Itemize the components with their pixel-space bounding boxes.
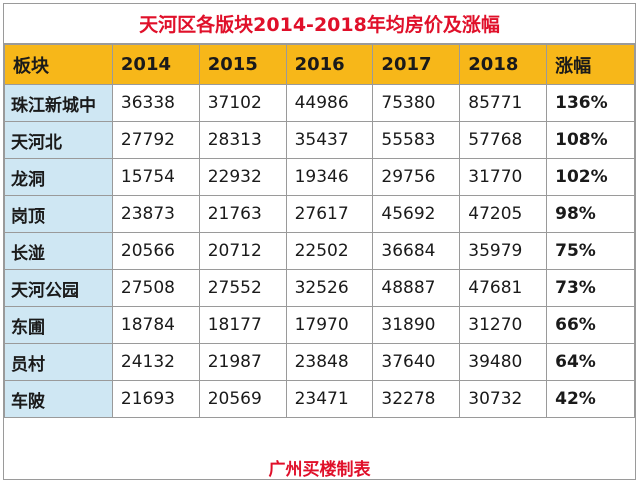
price-cell-2017: 55583 bbox=[372, 121, 461, 159]
price-cell-2016: 23471 bbox=[285, 380, 374, 418]
table-row: 员村 24132 21987 23848 37640 39480 64% bbox=[4, 343, 635, 381]
growth-cell: 73% bbox=[546, 269, 635, 307]
price-cell-2014: 21693 bbox=[111, 380, 200, 418]
price-cell-2017: 37640 bbox=[372, 343, 461, 381]
table-row: 珠江新城中 36338 37102 44986 75380 85771 136% bbox=[4, 84, 635, 122]
growth-cell: 42% bbox=[546, 380, 635, 418]
growth-cell: 75% bbox=[546, 232, 635, 270]
table-footer: 广州买楼制表 bbox=[268, 459, 371, 480]
price-cell-2017: 45692 bbox=[372, 195, 461, 233]
district-name-cell: 车陂 bbox=[4, 380, 113, 418]
price-cell-2016: 17970 bbox=[285, 306, 374, 344]
header-cell-2015: 2015 bbox=[198, 44, 287, 85]
price-cell-2018: 35979 bbox=[459, 232, 548, 270]
price-cell-2014: 27792 bbox=[111, 121, 200, 159]
price-cell-2015: 27552 bbox=[198, 269, 287, 307]
table-row: 长湴 20566 20712 22502 36684 35979 75% bbox=[4, 232, 635, 270]
price-cell-2016: 23848 bbox=[285, 343, 374, 381]
table-row: 东圃 18784 18177 17970 31890 31270 66% bbox=[4, 306, 635, 344]
price-cell-2018: 31770 bbox=[459, 158, 548, 196]
district-name-cell: 珠江新城中 bbox=[4, 84, 113, 122]
price-cell-2015: 18177 bbox=[198, 306, 287, 344]
table-row: 车陂 21693 20569 23471 32278 30732 42% bbox=[4, 380, 635, 418]
price-cell-2014: 15754 bbox=[111, 158, 200, 196]
price-cell-2016: 32526 bbox=[285, 269, 374, 307]
price-cell-2015: 21763 bbox=[198, 195, 287, 233]
table-frame: 天河区各版块2014-2018年均房价及涨幅 板块 2014 2015 2016… bbox=[3, 3, 636, 480]
price-cell-2014: 23873 bbox=[111, 195, 200, 233]
price-cell-2014: 20566 bbox=[111, 232, 200, 270]
price-cell-2014: 27508 bbox=[111, 269, 200, 307]
growth-cell: 136% bbox=[546, 84, 635, 122]
growth-cell: 64% bbox=[546, 343, 635, 381]
price-cell-2015: 21987 bbox=[198, 343, 287, 381]
price-table: 板块 2014 2015 2016 2017 2018 涨幅 珠江新城中 3633… bbox=[4, 44, 635, 418]
price-cell-2016: 44986 bbox=[285, 84, 374, 122]
price-cell-2018: 47681 bbox=[459, 269, 548, 307]
price-cell-2017: 32278 bbox=[372, 380, 461, 418]
district-name-cell: 天河公园 bbox=[4, 269, 113, 307]
price-cell-2014: 36338 bbox=[111, 84, 200, 122]
price-cell-2014: 24132 bbox=[111, 343, 200, 381]
header-cell-2014: 2014 bbox=[111, 44, 200, 85]
price-cell-2017: 75380 bbox=[372, 84, 461, 122]
price-cell-2016: 35437 bbox=[285, 121, 374, 159]
header-cell-2017: 2017 bbox=[372, 44, 461, 85]
price-cell-2016: 27617 bbox=[285, 195, 374, 233]
header-cell-district: 板块 bbox=[4, 44, 113, 85]
price-cell-2015: 28313 bbox=[198, 121, 287, 159]
table-row: 天河北 27792 28313 35437 55583 57768 108% bbox=[4, 121, 635, 159]
table-title: 天河区各版块2014-2018年均房价及涨幅 bbox=[4, 4, 635, 44]
price-cell-2018: 47205 bbox=[459, 195, 548, 233]
district-name-cell: 天河北 bbox=[4, 121, 113, 159]
price-cell-2018: 57768 bbox=[459, 121, 548, 159]
price-cell-2017: 36684 bbox=[372, 232, 461, 270]
district-name-cell: 长湴 bbox=[4, 232, 113, 270]
price-cell-2018: 30732 bbox=[459, 380, 548, 418]
price-cell-2017: 29756 bbox=[372, 158, 461, 196]
district-name-cell: 龙洞 bbox=[4, 158, 113, 196]
price-cell-2018: 31270 bbox=[459, 306, 548, 344]
price-cell-2018: 39480 bbox=[459, 343, 548, 381]
price-cell-2016: 19346 bbox=[285, 158, 374, 196]
price-cell-2016: 22502 bbox=[285, 232, 374, 270]
table-row: 龙洞 15754 22932 19346 29756 31770 102% bbox=[4, 158, 635, 196]
header-cell-growth: 涨幅 bbox=[546, 44, 635, 85]
district-name-cell: 岗顶 bbox=[4, 195, 113, 233]
district-name-cell: 员村 bbox=[4, 343, 113, 381]
table-row: 天河公园 27508 27552 32526 48887 47681 73% bbox=[4, 269, 635, 307]
header-cell-2018: 2018 bbox=[459, 44, 548, 85]
price-cell-2015: 37102 bbox=[198, 84, 287, 122]
table-row: 岗顶 23873 21763 27617 45692 47205 98% bbox=[4, 195, 635, 233]
price-cell-2018: 85771 bbox=[459, 84, 548, 122]
header-cell-2016: 2016 bbox=[285, 44, 374, 85]
growth-cell: 102% bbox=[546, 158, 635, 196]
price-cell-2017: 31890 bbox=[372, 306, 461, 344]
growth-cell: 66% bbox=[546, 306, 635, 344]
growth-cell: 108% bbox=[546, 121, 635, 159]
growth-cell: 98% bbox=[546, 195, 635, 233]
price-cell-2014: 18784 bbox=[111, 306, 200, 344]
price-cell-2015: 22932 bbox=[198, 158, 287, 196]
header-row: 板块 2014 2015 2016 2017 2018 涨幅 bbox=[4, 44, 635, 85]
district-name-cell: 东圃 bbox=[4, 306, 113, 344]
price-cell-2015: 20712 bbox=[198, 232, 287, 270]
price-cell-2015: 20569 bbox=[198, 380, 287, 418]
price-cell-2017: 48887 bbox=[372, 269, 461, 307]
